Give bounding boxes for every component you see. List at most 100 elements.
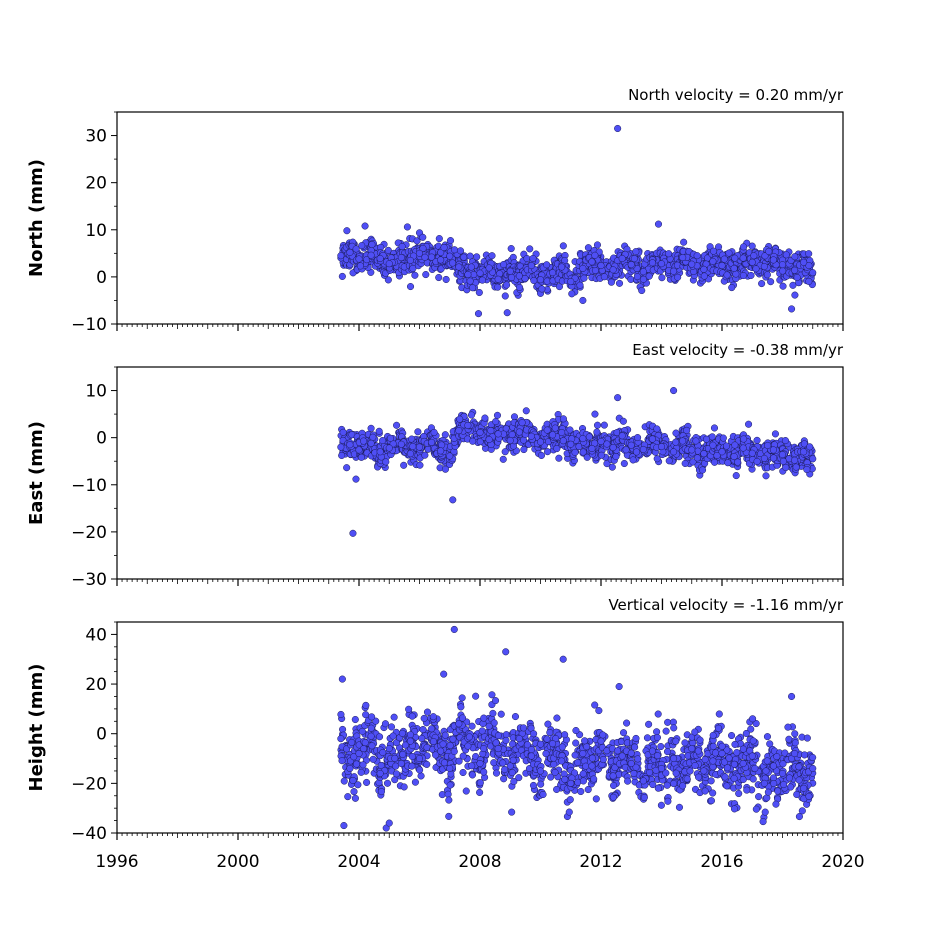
north-y-axis-label: North (mm)	[26, 159, 47, 277]
north-data-point	[597, 262, 605, 270]
height-data-point	[551, 768, 559, 776]
east-data-point	[764, 441, 772, 449]
height-data-point	[696, 736, 704, 744]
height-data-point	[739, 745, 747, 753]
east-data-point	[375, 427, 383, 435]
height-data-point	[571, 751, 579, 759]
north-data-point	[750, 252, 758, 260]
north-data-point	[788, 305, 796, 313]
east-data-point	[549, 431, 557, 439]
east-y-tick-label: −20	[71, 523, 107, 543]
height-data-point	[691, 728, 699, 736]
east-data-point	[710, 424, 719, 432]
x-tick-label: 2016	[700, 852, 743, 872]
height-data-point	[440, 759, 448, 767]
east-data-point	[719, 434, 727, 442]
height-data-point	[527, 746, 536, 754]
north-data-point	[478, 276, 486, 284]
north-data-point	[576, 281, 584, 289]
north-data-point	[406, 256, 414, 264]
east-data-point	[522, 407, 530, 415]
east-data-point	[476, 428, 484, 437]
height-data-point	[381, 720, 389, 728]
height-data-point	[749, 775, 757, 783]
east-data-point	[536, 438, 545, 446]
east-data-point	[679, 437, 687, 445]
height-data-point	[468, 762, 476, 770]
height-data-point	[508, 769, 516, 777]
north-data-point	[507, 273, 516, 282]
north-data-point	[739, 254, 747, 262]
height-data-point	[649, 781, 657, 789]
east-data-point	[493, 411, 502, 419]
north-data-point	[805, 277, 813, 285]
east-data-point	[730, 452, 738, 461]
north-data-point	[469, 284, 477, 292]
north-data-point	[793, 273, 801, 282]
north-data-point	[549, 269, 557, 277]
height-data-point	[361, 739, 369, 747]
east-data-point	[400, 461, 408, 469]
height-data-point	[550, 760, 558, 769]
height-data-point	[444, 790, 452, 798]
east-data-point	[748, 449, 756, 457]
height-data-point	[340, 777, 348, 785]
north-data-point	[769, 256, 777, 264]
height-data-point	[350, 788, 358, 796]
north-data-point	[791, 291, 799, 299]
east-data-point	[603, 440, 611, 448]
east-data-point	[593, 421, 602, 429]
east-data-point	[740, 435, 748, 443]
height-data-point	[730, 760, 738, 768]
height-data-point	[411, 778, 419, 786]
height-data-point	[663, 748, 672, 756]
north-data-point	[700, 272, 708, 280]
east-data-point	[692, 437, 700, 445]
east-data-point	[527, 432, 535, 440]
height-data-point	[389, 732, 397, 740]
height-data-point	[630, 769, 638, 777]
north-data-point	[723, 271, 731, 279]
east-data-point	[339, 428, 347, 436]
east-data-point	[731, 441, 739, 449]
north-data-point	[419, 244, 427, 252]
height-data-point	[632, 734, 640, 742]
east-data-point	[672, 438, 680, 446]
east-data-point	[382, 458, 390, 466]
height-data-point	[537, 740, 545, 748]
height-data-point	[561, 775, 569, 783]
north-data-point	[579, 264, 587, 272]
east-y-axis-label: East (mm)	[26, 421, 47, 525]
north-data-point	[474, 310, 483, 318]
north-data-point	[538, 285, 546, 293]
north-data-point	[376, 254, 384, 263]
height-data-point	[627, 749, 635, 757]
height-data-point	[408, 712, 416, 720]
north-data-point	[337, 252, 345, 260]
height-data-point	[459, 714, 467, 722]
height-data-point	[462, 787, 470, 795]
east-data-point	[809, 455, 817, 463]
east-data-point	[376, 448, 384, 456]
east-data-point	[485, 436, 493, 444]
height-data-point	[458, 694, 466, 702]
north-data-point	[419, 233, 427, 241]
east-data-point	[393, 421, 401, 429]
north-data-point	[428, 253, 436, 261]
north-data-point	[758, 280, 766, 288]
north-data-point	[568, 290, 576, 298]
height-data-point	[344, 793, 352, 801]
east-data-point	[724, 459, 732, 467]
east-data-point	[618, 432, 626, 440]
north-data-point	[579, 296, 587, 304]
east-data-point	[732, 472, 740, 480]
north-data-point	[731, 254, 739, 262]
height-data-point	[457, 703, 465, 711]
height-data-point	[368, 713, 376, 721]
north-y-tick-label: 30	[85, 127, 107, 147]
height-data-point	[542, 750, 550, 758]
east-data-point	[633, 448, 641, 456]
east-data-point	[769, 446, 777, 454]
north-data-point	[435, 235, 443, 243]
north-data-point	[558, 263, 566, 271]
